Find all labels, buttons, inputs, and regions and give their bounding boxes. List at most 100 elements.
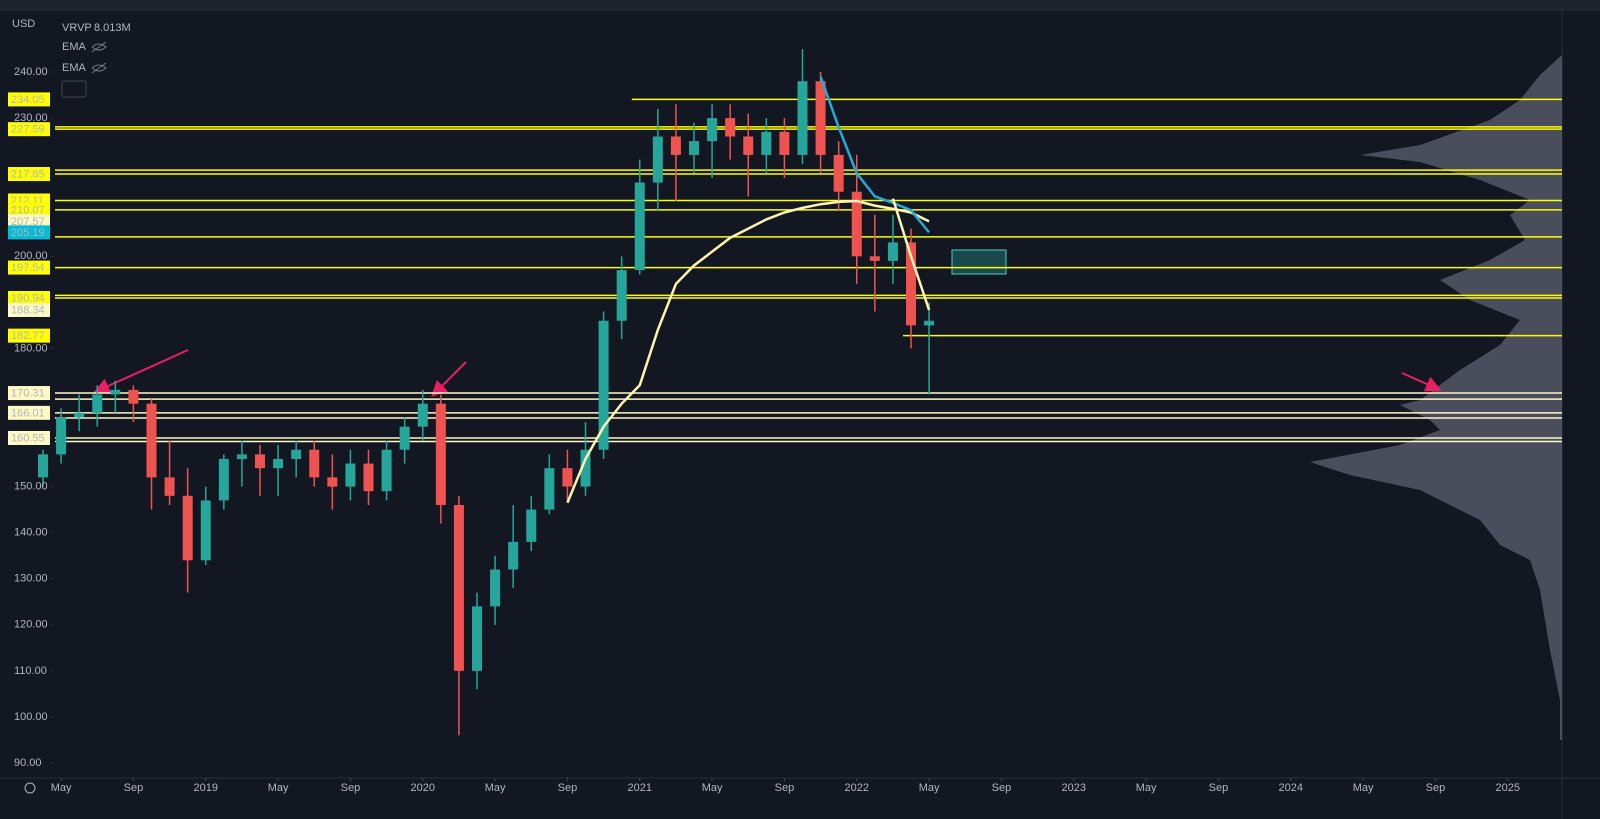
candle-body (526, 509, 537, 542)
candle-body (381, 449, 392, 492)
x-tick-label: 2022 (845, 782, 869, 794)
candle-body (924, 320, 935, 326)
price-badge-label: 190.94 (11, 292, 45, 304)
settings-icon[interactable] (24, 782, 36, 794)
price-badge (8, 122, 50, 137)
candle-body (417, 403, 428, 427)
candle-body (218, 458, 229, 501)
candle-body (56, 417, 67, 455)
candle-body (273, 458, 284, 469)
x-tick-label: May (1136, 782, 1157, 794)
candle-body (327, 477, 338, 487)
price-badge (8, 328, 50, 343)
y-tick-label: 120.00 (14, 619, 48, 631)
price-badge (8, 260, 50, 275)
legend-entry: EMA (62, 62, 87, 74)
x-tick-label: May (919, 782, 940, 794)
candle-body (797, 81, 808, 155)
price-badge-label: 207.57 (11, 216, 45, 228)
candle-body (508, 541, 519, 570)
y-tick-label: 200.00 (14, 250, 48, 262)
candle-body (309, 449, 320, 478)
candle-body (707, 118, 718, 142)
price-badge-label: 182.77 (11, 330, 45, 342)
candle-body (815, 81, 826, 155)
y-tick-label: 230.00 (14, 112, 48, 124)
x-tick-label: 2025 (1496, 782, 1520, 794)
price-badge (8, 291, 50, 306)
y-tick-label: 150.00 (14, 481, 48, 493)
candle-body (345, 463, 356, 487)
candle-body (652, 136, 663, 183)
price-badge (8, 386, 50, 401)
y-tick-label: 240.00 (14, 66, 48, 78)
price-badge-label: 234.05 (11, 94, 45, 106)
y-tick-label: 180.00 (14, 342, 48, 354)
x-tick-label: Sep (1209, 782, 1229, 794)
price-badge-label: 210.07 (11, 204, 45, 216)
x-tick-label: Sep (124, 782, 144, 794)
x-tick-label: 2024 (1279, 782, 1303, 794)
candle-body (869, 256, 880, 261)
x-tick-label: 2021 (628, 782, 652, 794)
candle-body (453, 505, 464, 671)
y-tick-label: 110.00 (14, 665, 47, 677)
x-tick-label: 2020 (411, 782, 435, 794)
arrow (431, 361, 467, 397)
candle-body (110, 389, 121, 395)
candle-body (670, 136, 681, 155)
candle-body (363, 463, 374, 492)
x-tick-label: Sep (775, 782, 795, 794)
y-tick-label: 140.00 (14, 527, 48, 539)
candle-body (74, 412, 85, 418)
candle-body (761, 131, 772, 155)
candle-body (906, 242, 916, 326)
volume-profile (1310, 55, 1562, 740)
candle-body (255, 454, 265, 469)
arrow (1401, 372, 1442, 392)
candle-body (616, 270, 627, 321)
price-badge-label: 227.59 (11, 124, 45, 136)
ema-line (566, 199, 930, 504)
y-tick-label: 130.00 (14, 573, 48, 585)
indicator-name: VRVP (62, 22, 92, 34)
candle-body (725, 118, 736, 137)
candle-body (200, 500, 211, 561)
candle-body (399, 426, 410, 450)
plot (38, 48, 1562, 781)
price-badge (8, 430, 50, 445)
ema-line (819, 76, 931, 234)
price-badge-label: 160.55 (11, 432, 45, 444)
collapse-button[interactable] (61, 80, 87, 98)
currency: USD (12, 18, 35, 30)
candle-body (146, 403, 157, 478)
candle-body (851, 191, 862, 257)
candle-body (128, 389, 139, 404)
x-tick-label: May (268, 782, 289, 794)
candle-body (833, 154, 844, 192)
price-badge (8, 302, 50, 317)
candle-body (164, 477, 175, 496)
x-tick-label: Sep (341, 782, 361, 794)
candle-body (291, 449, 302, 459)
arrow (93, 349, 189, 394)
x-tick-label: Sep (558, 782, 578, 794)
price-badge-label: 197.54 (11, 262, 45, 274)
candle-body (562, 468, 573, 487)
candle-body (580, 449, 591, 487)
candle-body (92, 394, 103, 413)
candle-body (634, 182, 645, 271)
y-tick-label: 100.00 (14, 711, 48, 723)
candle-body (38, 454, 48, 478)
price-badge (8, 202, 50, 217)
candle-body (182, 495, 193, 561)
candle-body (689, 141, 699, 155)
price-badge-label: 188.34 (11, 304, 45, 316)
y-tick-label: 90.00 (14, 757, 42, 769)
candle-body (490, 569, 501, 607)
toolbar (0, 0, 1600, 10)
candle-body (472, 606, 482, 671)
price-badge-label: 217.85 (11, 168, 45, 180)
x-tick-label: May (1353, 782, 1374, 794)
